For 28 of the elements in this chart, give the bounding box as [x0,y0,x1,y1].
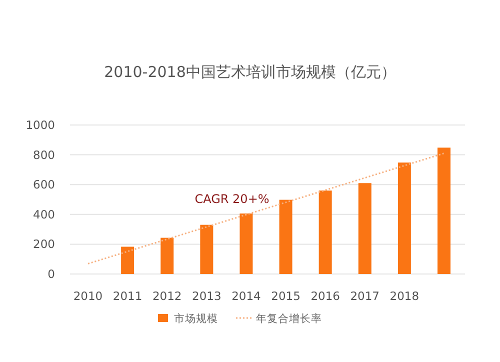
bar [318,190,332,274]
legend-label: 年复合增长率 [256,312,322,325]
x-tick-label: 2015 [271,289,300,303]
annotation: CAGR 20+% [194,192,270,206]
bar [358,183,372,274]
x-tick-label: 2018 [390,289,420,303]
y-tick-label: 1000 [26,118,55,132]
y-tick-label: 200 [33,237,55,252]
bar [438,148,450,274]
x-tick-label: 2016 [310,289,340,303]
chart-title: 2010-2018中国艺术培训市场规模（亿元） [104,63,396,81]
bar [200,224,214,274]
x-tick-label: 2014 [232,289,261,303]
x-tick-label: 2012 [152,289,182,303]
y-tick-label: 400 [33,207,55,222]
bar [240,214,253,274]
y-tick-label: 800 [33,148,55,162]
y-tick-label: 600 [33,178,55,192]
bar [279,200,292,274]
bar [160,238,174,274]
legend-label: 市场规模 [174,312,218,325]
x-tick-label: 2010 [73,289,103,303]
x-tick-label: 2011 [112,289,142,303]
x-tick-label: 2013 [192,289,222,303]
bar [398,162,411,274]
y-tick-label: 0 [48,267,55,281]
x-tick-label: 2017 [350,289,380,303]
bar [121,246,134,274]
